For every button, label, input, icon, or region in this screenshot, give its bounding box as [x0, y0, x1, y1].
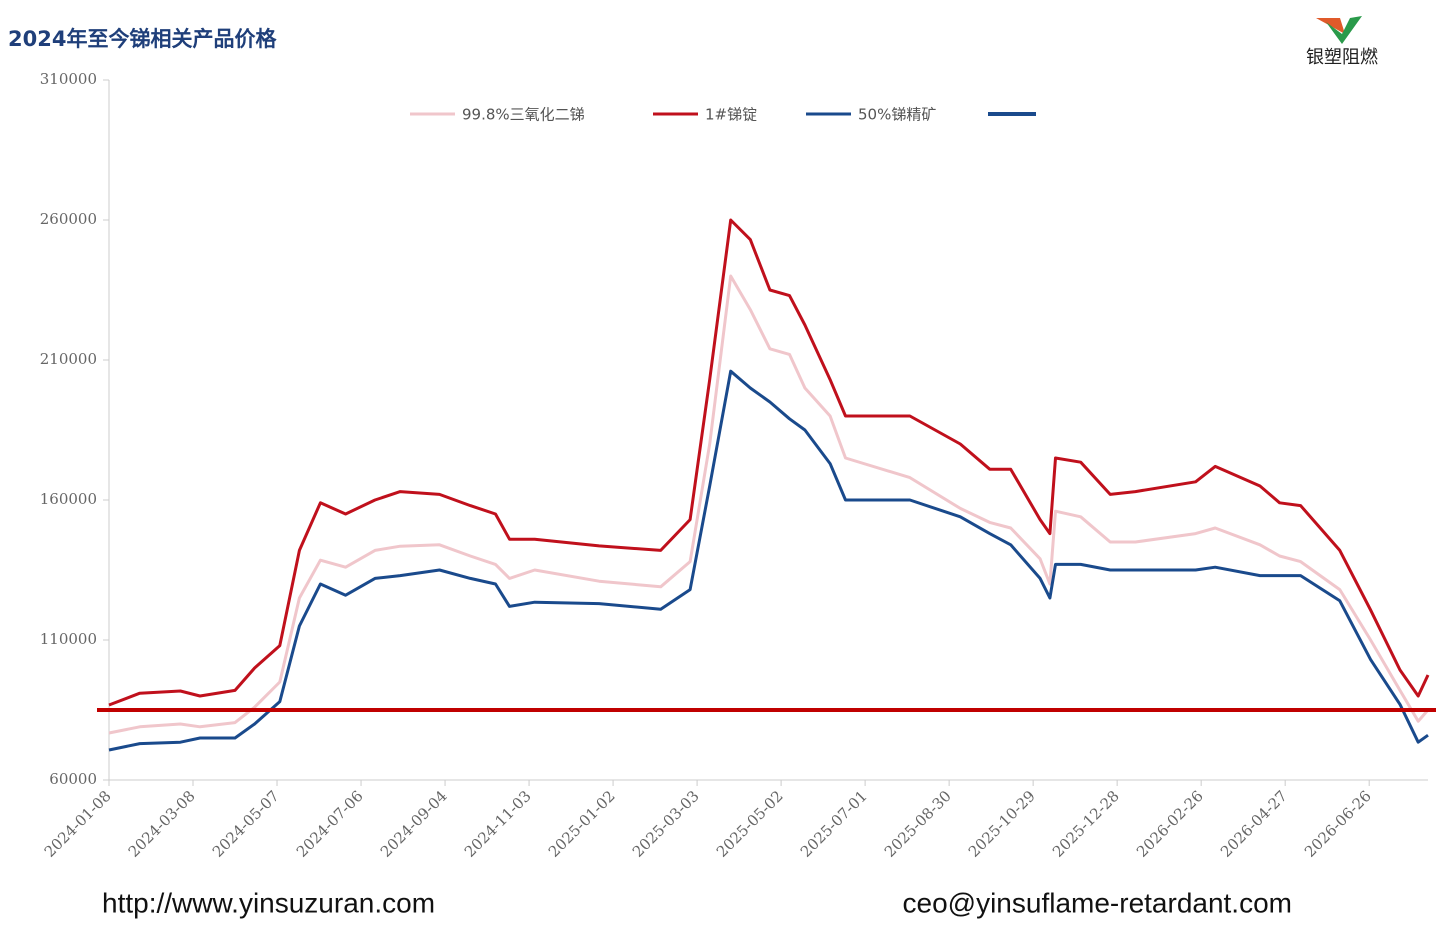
x-tick-label: 2026-02-26	[1133, 787, 1207, 861]
x-tick-label: 2025-08-30	[881, 787, 955, 861]
x-tick-label: 2024-03-08	[125, 787, 199, 861]
x-tick-label: 2025-12-28	[1049, 787, 1123, 861]
y-tick-label: 260000	[40, 210, 97, 228]
line	[108, 218, 1430, 707]
x-tick-label: 2024-07-06	[293, 787, 367, 861]
x-tick-label: 2025-05-02	[713, 787, 787, 861]
y-tick-label: 310000	[40, 70, 97, 88]
x-tick-label: 2024-09-04	[377, 787, 451, 861]
logo-mark	[1326, 16, 1362, 44]
x-tick-label: 2024-11-03	[461, 787, 535, 861]
x-tick-label: 2024-05-07	[209, 787, 283, 861]
chart-title: 2024年至今锑相关产品价格	[8, 27, 277, 51]
x-tick-label: 2025-03-03	[629, 787, 703, 861]
y-tick-label: 110000	[40, 630, 97, 648]
line	[108, 369, 1429, 752]
x-tick-label: 2024-01-08	[41, 787, 115, 861]
line	[108, 274, 1430, 735]
x-tick-label: 2025-07-01	[797, 787, 871, 861]
legend-label: 50%锑精矿	[858, 106, 936, 124]
x-tick-label: 2026-04-27	[1217, 787, 1291, 861]
y-tick-label: 210000	[40, 350, 97, 368]
footer-email: ceo@yinsuflame-retardant.com	[903, 887, 1292, 918]
logo-text: 银塑阻燃	[1306, 47, 1378, 68]
legend-label: 99.8%三氧化二锑	[462, 106, 585, 124]
footer-website: http://www.yinsuzuran.com	[102, 887, 435, 918]
y-tick-label: 160000	[40, 490, 97, 508]
x-tick-label: 2025-10-29	[965, 787, 1039, 861]
y-tick-label: 60000	[49, 770, 97, 788]
legend-label: 1#锑锭	[705, 106, 757, 124]
logo: 银塑阻燃	[1306, 16, 1378, 68]
x-tick-label: 2025-01-02	[545, 787, 619, 861]
x-tick-label: 2026-06-26	[1301, 787, 1375, 861]
